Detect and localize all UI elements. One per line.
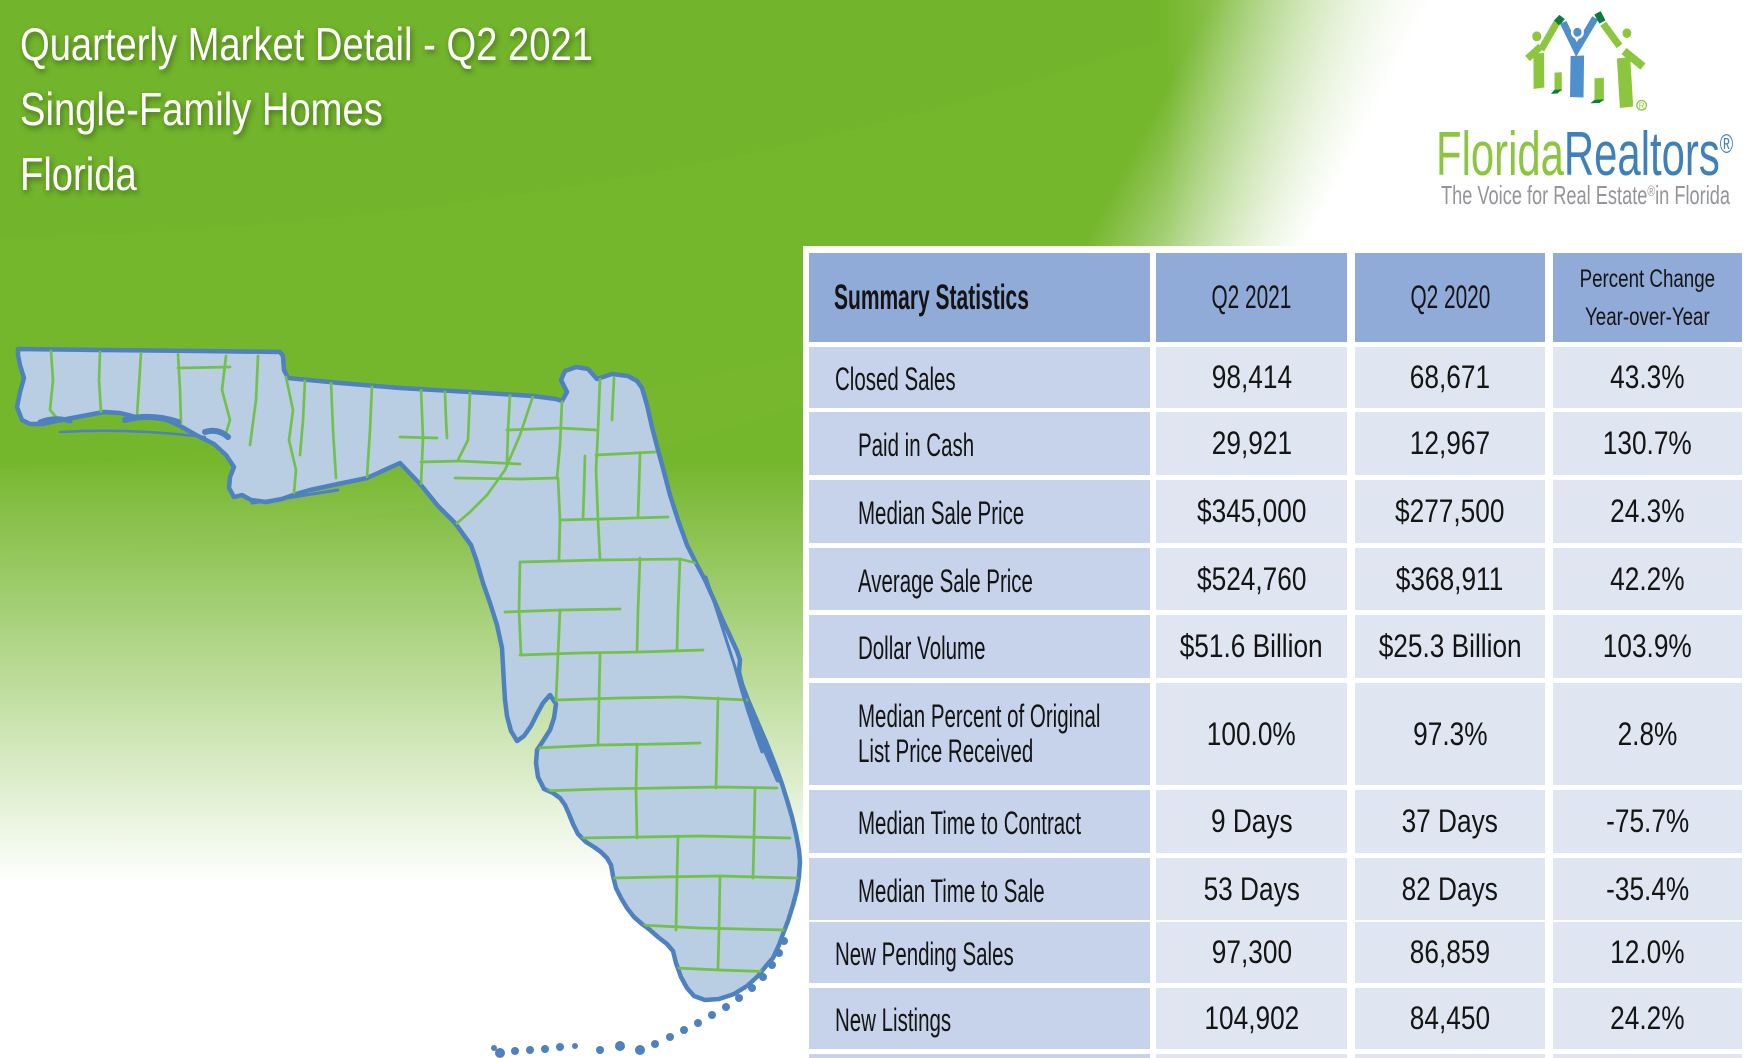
svg-text:R: R bbox=[1639, 101, 1645, 110]
